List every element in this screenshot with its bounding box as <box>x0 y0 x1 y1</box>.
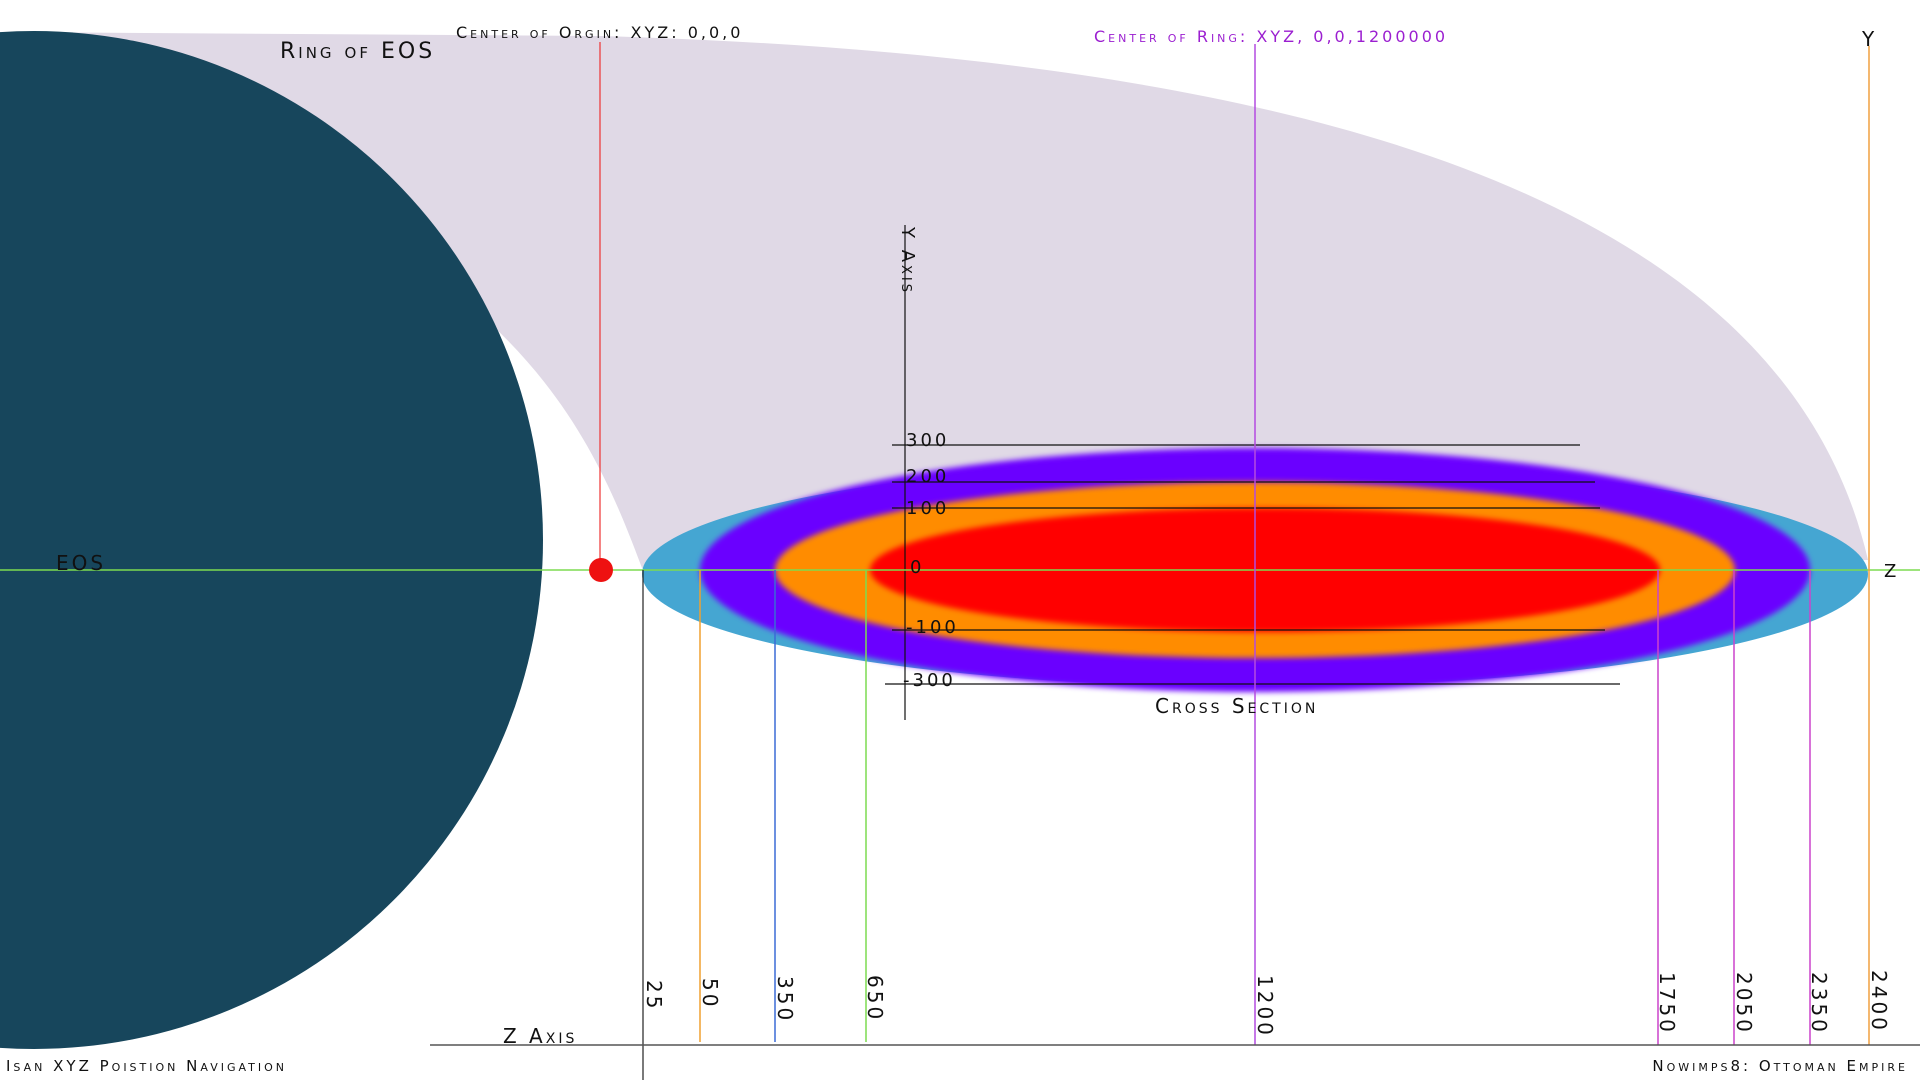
z-tick-2350: 2350 <box>1807 972 1831 1035</box>
z-axis-label: Z Axis <box>503 1024 577 1048</box>
y-axis-label: Y Axis <box>897 226 918 295</box>
center-origin-label: Center of Orgin: XYZ: 0,0,0 <box>456 23 743 42</box>
eos-label: EOS <box>56 551 106 575</box>
cross-section-label: Cross Section <box>1155 694 1318 718</box>
z-tick-650: 650 <box>863 975 887 1022</box>
ring-title: Ring of EOS <box>280 39 435 64</box>
y-tick-200: 200 <box>906 466 949 487</box>
y-tick-100: 100 <box>906 498 949 519</box>
y-tick-0: 0 <box>910 557 924 578</box>
center-ring-label: Center of Ring: XYZ, 0,0,1200000 <box>1094 27 1448 46</box>
ring-halo-band <box>0 32 1868 568</box>
y-tick-neg300: -300 <box>903 670 956 691</box>
z-tick-350: 350 <box>773 976 797 1023</box>
z-tick-2400: 2400 <box>1867 970 1891 1033</box>
planet-eos <box>0 31 543 1049</box>
footer-left: Isan XYZ Poistion Navigation <box>6 1057 287 1075</box>
y-tick-neg100: -100 <box>906 617 959 638</box>
z-tick-1750: 1750 <box>1655 972 1679 1035</box>
origin-dot <box>589 558 613 582</box>
z-tick-2050: 2050 <box>1732 972 1756 1035</box>
z-right-label: Z <box>1884 561 1899 582</box>
z-tick-25: 25 <box>642 980 666 1011</box>
footer-right: Nowimps8: Ottoman Empire <box>1652 1057 1908 1075</box>
z-tick-1200: 1200 <box>1253 975 1277 1038</box>
z-tick-50: 50 <box>698 978 722 1009</box>
y-top-label: Y <box>1861 27 1877 51</box>
y-tick-300: 300 <box>906 430 949 451</box>
